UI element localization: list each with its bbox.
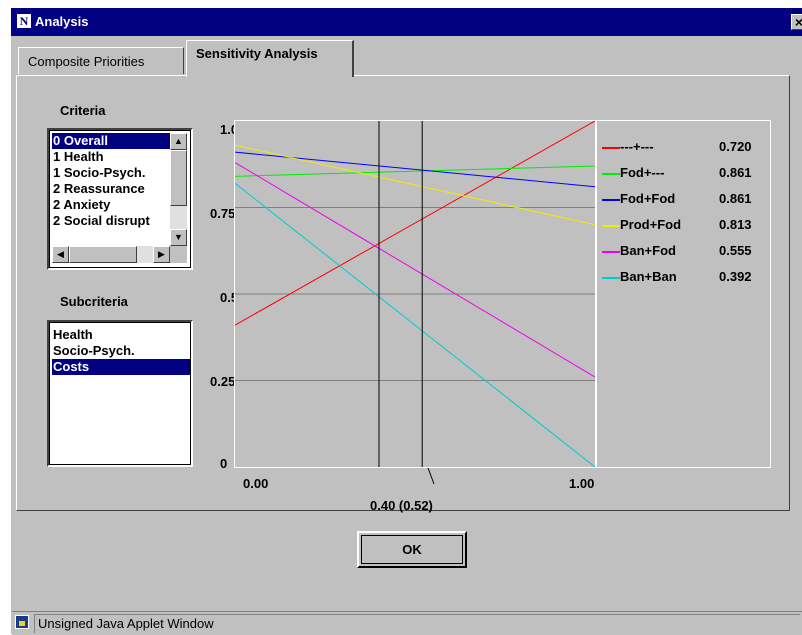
legend-swatch: [602, 225, 620, 227]
legend-name: Ban+Ban: [620, 269, 677, 284]
marker-tail: [427, 468, 435, 485]
series-line: [235, 162, 595, 378]
scroll-corner: [170, 246, 187, 263]
series-line: [235, 182, 595, 467]
legend-name: Prod+Fod: [620, 217, 682, 232]
scroll-thumb[interactable]: [170, 150, 187, 206]
tab-panel: [16, 75, 790, 511]
legend-row: Fod+--- 0.861: [602, 164, 767, 182]
series-line: [235, 144, 595, 226]
legend-name: Fod+Fod: [620, 191, 676, 206]
legend-swatch: [602, 251, 620, 253]
list-item[interactable]: 0 Overall: [52, 133, 170, 149]
list-item[interactable]: Costs: [52, 359, 190, 375]
legend-name: ---+---: [620, 139, 654, 154]
legend-value: 0.861: [719, 165, 752, 180]
list-item[interactable]: 2 Social disrupt: [53, 213, 150, 228]
window-title: Analysis: [35, 14, 89, 29]
scroll-left-icon[interactable]: ◀: [52, 246, 69, 263]
legend-row: Ban+Fod 0.555: [602, 242, 767, 260]
tab-composite-priorities[interactable]: Composite Priorities: [18, 47, 184, 74]
tab-sensitivity-analysis[interactable]: Sensitivity Analysis: [186, 40, 354, 77]
scroll-thumb[interactable]: [69, 246, 137, 263]
status-bar: Unsigned Java Applet Window: [12, 611, 802, 635]
subcriteria-label: Subcriteria: [60, 294, 128, 309]
y-tick-label: 0.5: [220, 290, 239, 305]
legend-name: Ban+Fod: [620, 243, 676, 258]
list-item[interactable]: 1 Health: [53, 149, 104, 164]
legend-value: 0.555: [719, 243, 752, 258]
y-tick-label: 0.25: [210, 374, 236, 389]
legend-row: ---+--- 0.720: [602, 138, 767, 156]
list-item[interactable]: Socio-Psych.: [53, 343, 135, 358]
legend-value: 0.861: [719, 191, 752, 206]
ok-button[interactable]: OK: [357, 531, 467, 568]
x-tick-label: 1.00: [569, 476, 595, 491]
scroll-right-icon[interactable]: ▶: [153, 246, 170, 263]
legend-swatch: [602, 173, 620, 175]
sensitivity-plot[interactable]: [234, 120, 596, 468]
plot-svg: [235, 121, 595, 467]
scroll-down-icon[interactable]: ▼: [170, 229, 187, 246]
list-item[interactable]: 2 Anxiety: [53, 197, 111, 212]
title-bar[interactable]: N Analysis ×: [11, 8, 802, 36]
legend-name: Fod+---: [620, 165, 665, 180]
legend-swatch: [602, 199, 620, 201]
list-item[interactable]: 1 Socio-Psych.: [53, 165, 146, 180]
y-tick-label: 0.75: [210, 206, 236, 221]
series-line: [235, 121, 595, 326]
scroll-up-icon[interactable]: ▲: [170, 133, 187, 150]
marker-value-label: 0.40 (0.52): [370, 498, 433, 513]
vertical-scrollbar[interactable]: ▲ ▼: [170, 133, 187, 246]
legend-swatch: [602, 277, 620, 279]
legend-swatch: [602, 147, 620, 149]
series-line: [235, 165, 595, 177]
netscape-icon: N: [17, 14, 31, 28]
tab-label: Sensitivity Analysis: [196, 46, 318, 61]
legend-value: 0.720: [719, 139, 752, 154]
lock-icon: [15, 615, 29, 629]
horizontal-scrollbar[interactable]: ◀ ▶: [52, 246, 170, 263]
legend-row: Prod+Fod 0.813: [602, 216, 767, 234]
x-tick-label: 0.00: [243, 476, 269, 491]
y-tick-label: 0: [220, 456, 228, 471]
y-tick-label: 1.0: [220, 122, 239, 137]
list-item[interactable]: 2 Reassurance: [53, 181, 145, 196]
criteria-label: Criteria: [60, 103, 106, 118]
legend-row: Ban+Ban 0.392: [602, 268, 767, 286]
tab-label: Composite Priorities: [28, 54, 145, 69]
series-line: [235, 151, 595, 188]
close-button[interactable]: ×: [791, 14, 802, 30]
subcriteria-list[interactable]: Health Socio-Psych. Costs: [47, 320, 193, 467]
status-text: Unsigned Java Applet Window: [34, 614, 800, 633]
legend: ---+--- 0.720 Fod+--- 0.861 Fod+Fod 0.86…: [596, 120, 771, 468]
list-item[interactable]: Health: [53, 327, 93, 342]
criteria-list[interactable]: 0 Overall 1 Health 1 Socio-Psych. 2 Reas…: [47, 128, 193, 270]
legend-value: 0.392: [719, 269, 752, 284]
legend-row: Fod+Fod 0.861: [602, 190, 767, 208]
legend-value: 0.813: [719, 217, 752, 232]
